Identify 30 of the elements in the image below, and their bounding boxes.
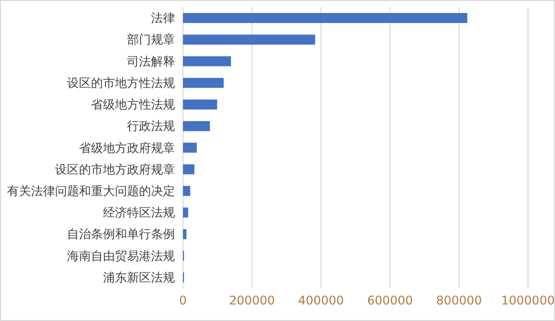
y-tick-label: 设区的市地方性法规	[67, 76, 175, 90]
bar	[183, 121, 210, 132]
y-tick-label: 浦东新区法规	[103, 270, 175, 284]
bar	[183, 229, 186, 240]
bar	[183, 56, 231, 66]
bar	[183, 78, 224, 88]
x-tick-label: 600000	[367, 294, 413, 308]
bar	[183, 208, 188, 218]
y-tick-label: 设区的市地方政府规章	[55, 162, 175, 176]
x-tick-label: 800000	[436, 294, 482, 308]
y-tick-label: 经济特区法规	[103, 206, 175, 220]
y-tick-label: 法律	[151, 11, 175, 26]
y-tick-label: 省级地方政府规章	[79, 140, 175, 155]
x-tick-label: 200000	[229, 294, 275, 308]
bar	[183, 99, 218, 110]
y-tick-label: 部门规章	[127, 32, 175, 47]
y-tick-label: 有关法律问题和重大问题的决定	[7, 184, 175, 198]
x-tick-label: 0	[179, 294, 187, 308]
y-tick-label: 司法解释	[127, 54, 175, 68]
bar	[183, 142, 197, 153]
y-tick-label: 海南自由贸易港法规	[67, 248, 175, 263]
bar	[183, 186, 190, 196]
x-tick-label: 1000000	[501, 294, 555, 308]
y-tick-label: 行政法规	[127, 119, 175, 134]
bar	[183, 34, 316, 45]
y-tick-label: 省级地方性法规	[91, 98, 175, 112]
bar	[183, 13, 468, 23]
x-tick-label: 400000	[298, 294, 344, 308]
bar	[183, 164, 194, 174]
y-tick-label: 自治条例和单行条例	[67, 227, 175, 242]
